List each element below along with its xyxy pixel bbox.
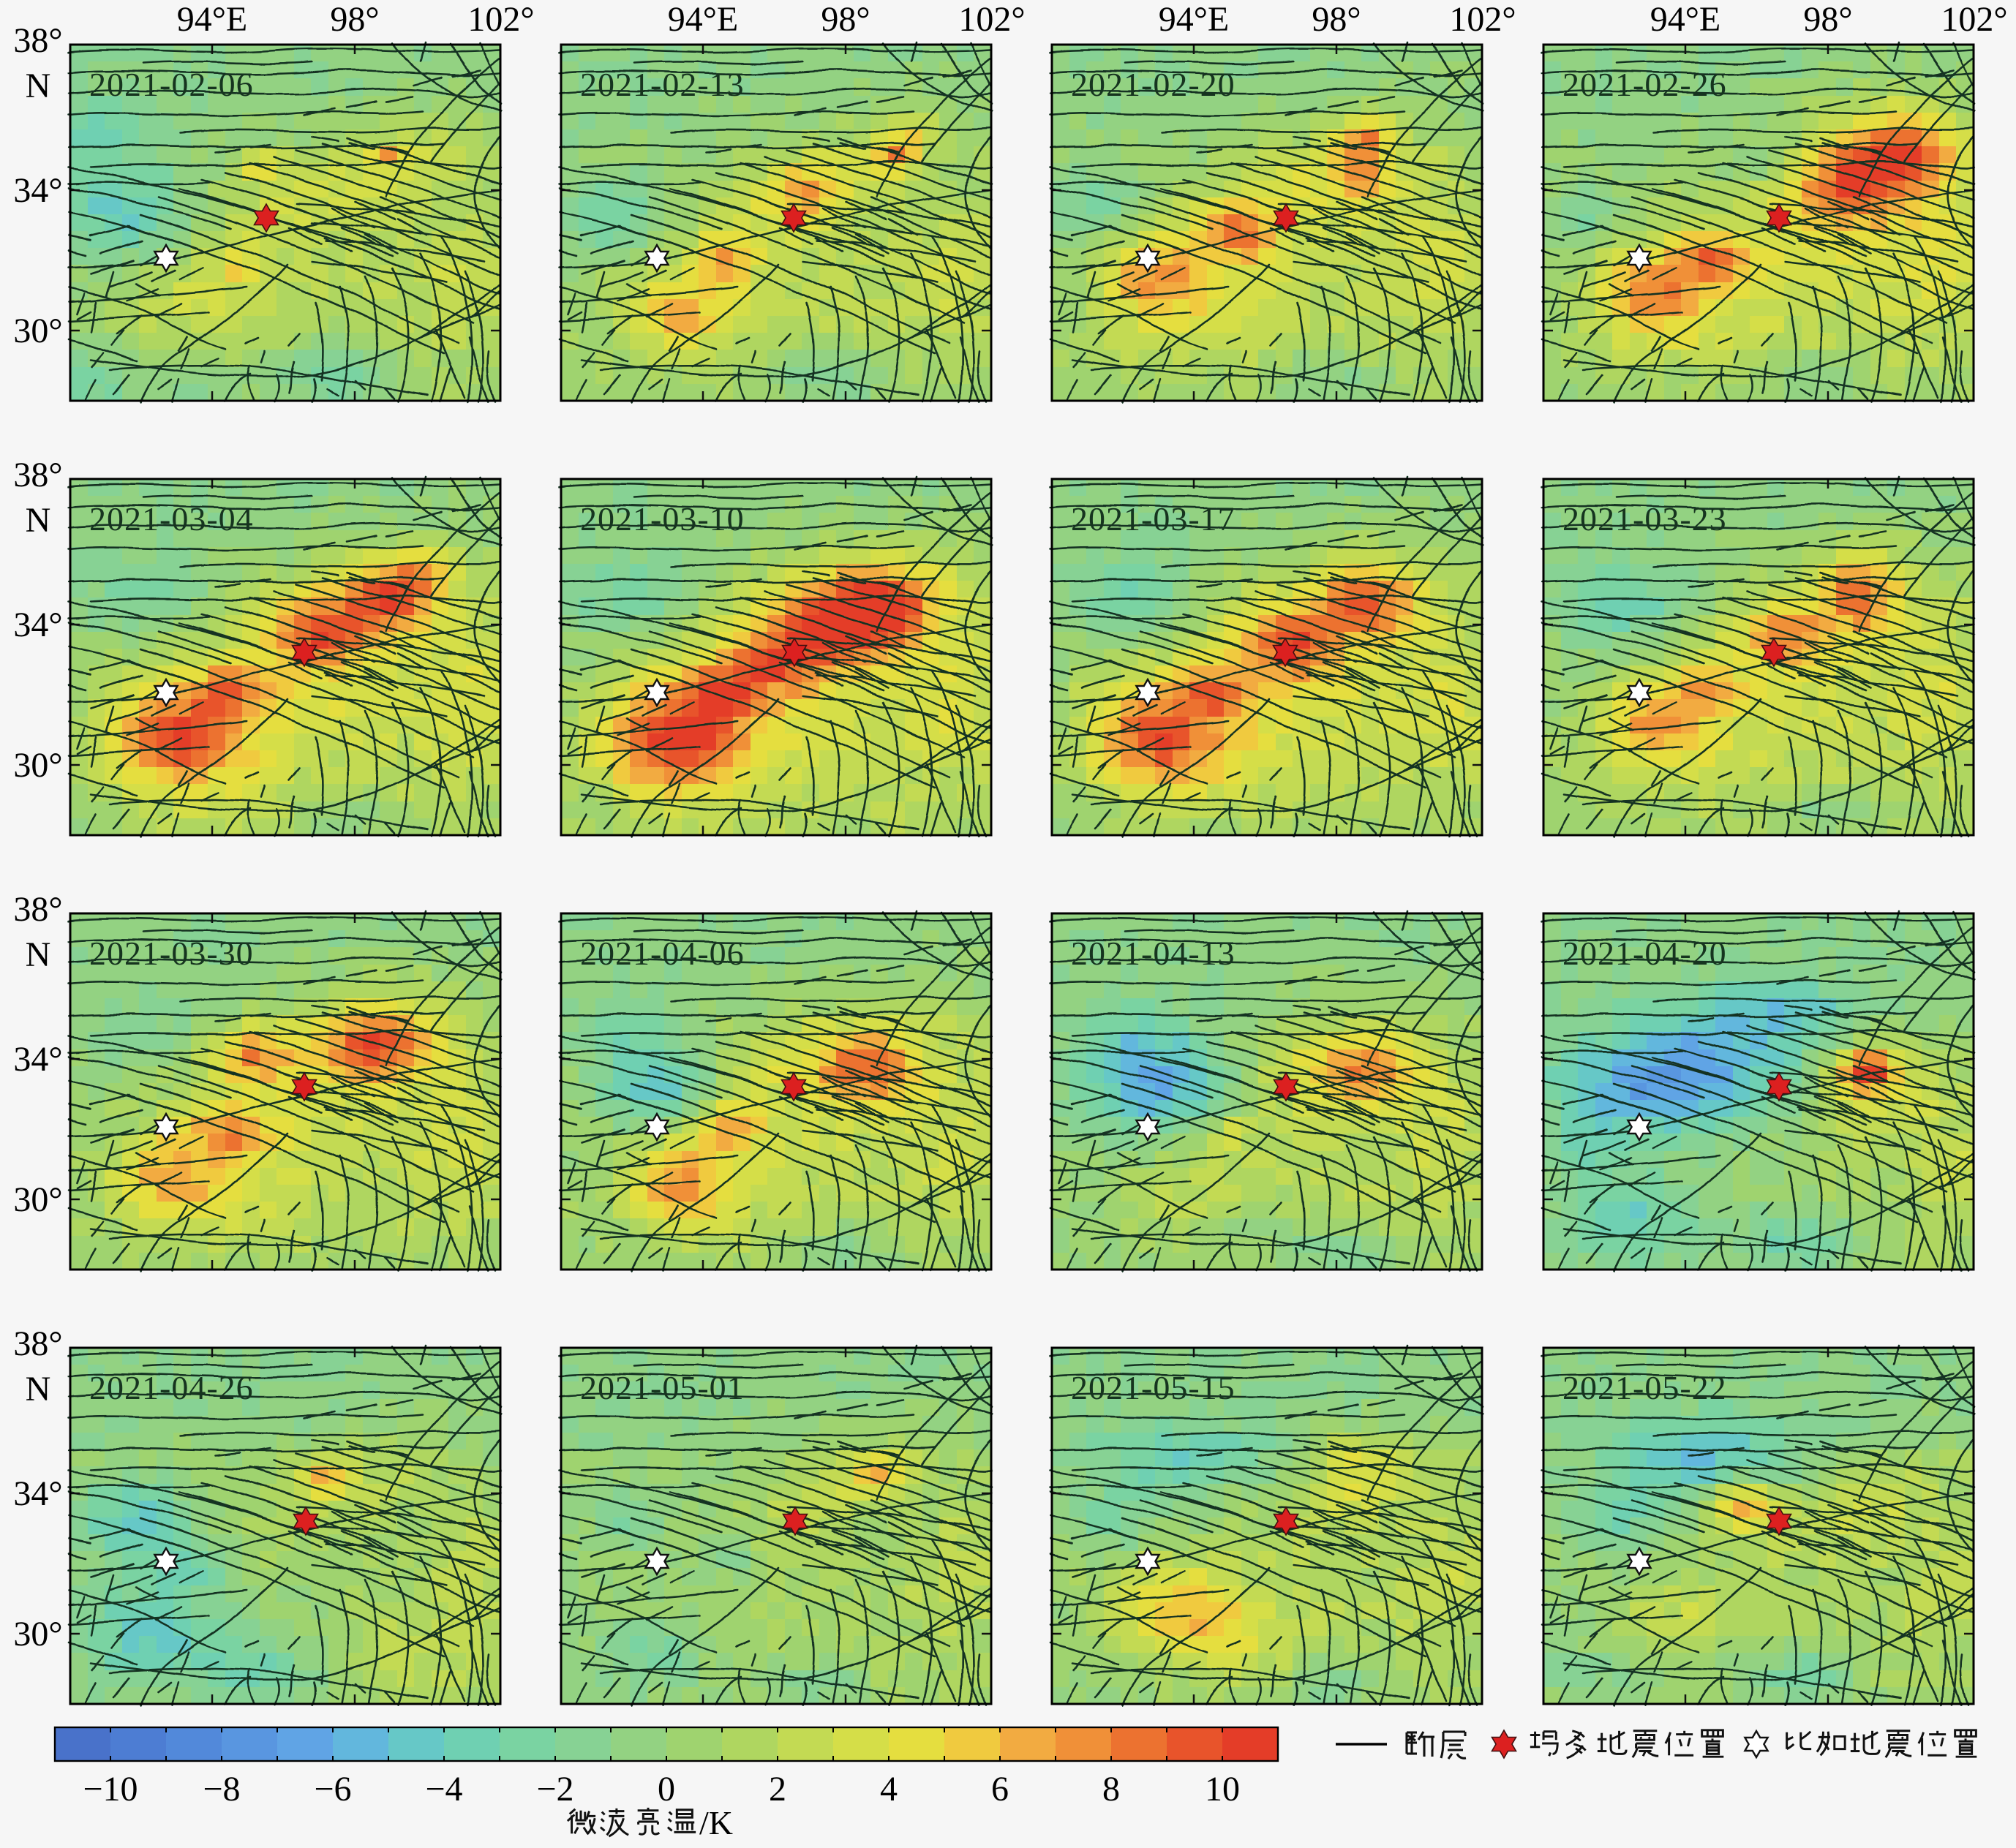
svg-text:2021-05-22: 2021-05-22 bbox=[1562, 1369, 1727, 1406]
svg-text:2021-02-13: 2021-02-13 bbox=[580, 66, 745, 103]
svg-text:N: N bbox=[26, 67, 51, 105]
svg-text:4: 4 bbox=[880, 1770, 898, 1809]
svg-text:N: N bbox=[26, 1370, 51, 1408]
svg-text:98°: 98° bbox=[330, 0, 379, 39]
svg-text:2021-02-06: 2021-02-06 bbox=[89, 66, 254, 103]
svg-text:34°: 34° bbox=[13, 1474, 62, 1513]
svg-text:2021-05-01: 2021-05-01 bbox=[580, 1369, 745, 1406]
svg-text:2021-04-13: 2021-04-13 bbox=[1071, 935, 1235, 972]
svg-text:30°: 30° bbox=[13, 746, 62, 785]
svg-text:−8: −8 bbox=[203, 1770, 240, 1809]
svg-text:/K: /K bbox=[699, 1804, 733, 1841]
svg-text:2021-03-23: 2021-03-23 bbox=[1562, 500, 1727, 538]
svg-text:34°: 34° bbox=[13, 1040, 62, 1079]
svg-text:102°: 102° bbox=[467, 0, 534, 39]
svg-text:2021-03-10: 2021-03-10 bbox=[580, 500, 745, 538]
svg-text:2021-04-06: 2021-04-06 bbox=[580, 935, 745, 972]
svg-text:2021-04-20: 2021-04-20 bbox=[1562, 935, 1727, 972]
svg-text:2021-03-30: 2021-03-30 bbox=[89, 935, 254, 972]
svg-text:30°: 30° bbox=[13, 1180, 62, 1219]
svg-text:2021-03-04: 2021-03-04 bbox=[89, 500, 254, 538]
svg-text:N: N bbox=[26, 935, 51, 974]
svg-text:0: 0 bbox=[658, 1770, 675, 1809]
svg-text:2021-02-26: 2021-02-26 bbox=[1562, 66, 1727, 103]
svg-text:98°: 98° bbox=[1312, 0, 1361, 39]
svg-text:−4: −4 bbox=[425, 1770, 462, 1809]
svg-text:30°: 30° bbox=[13, 1615, 62, 1653]
svg-text:94°E: 94°E bbox=[1159, 0, 1230, 39]
svg-text:38°: 38° bbox=[13, 456, 62, 494]
svg-text:38°: 38° bbox=[13, 21, 62, 60]
svg-text:98°: 98° bbox=[821, 0, 870, 39]
svg-text:30°: 30° bbox=[13, 312, 62, 350]
svg-text:2021-03-17: 2021-03-17 bbox=[1071, 500, 1235, 538]
svg-text:2021-02-20: 2021-02-20 bbox=[1071, 66, 1235, 103]
svg-text:94°E: 94°E bbox=[177, 0, 248, 39]
svg-text:8: 8 bbox=[1102, 1770, 1120, 1809]
svg-text:94°E: 94°E bbox=[668, 0, 739, 39]
svg-text:102°: 102° bbox=[1941, 0, 2007, 39]
svg-text:6: 6 bbox=[991, 1770, 1009, 1809]
svg-text:98°: 98° bbox=[1803, 0, 1852, 39]
svg-text:102°: 102° bbox=[1449, 0, 1516, 39]
svg-text:38°: 38° bbox=[13, 1324, 62, 1363]
svg-text:94°E: 94°E bbox=[1650, 0, 1721, 39]
svg-text:N: N bbox=[26, 501, 51, 540]
svg-text:38°: 38° bbox=[13, 890, 62, 929]
svg-text:102°: 102° bbox=[958, 0, 1025, 39]
svg-text:2: 2 bbox=[769, 1770, 786, 1809]
svg-text:−6: −6 bbox=[314, 1770, 351, 1809]
svg-text:−10: −10 bbox=[83, 1770, 138, 1809]
svg-text:−2: −2 bbox=[536, 1770, 573, 1809]
svg-text:34°: 34° bbox=[13, 171, 62, 210]
svg-text:34°: 34° bbox=[13, 606, 62, 644]
svg-text:10: 10 bbox=[1205, 1770, 1240, 1809]
svg-text:2021-04-26: 2021-04-26 bbox=[89, 1369, 254, 1406]
svg-text:2021-05-15: 2021-05-15 bbox=[1071, 1369, 1235, 1406]
